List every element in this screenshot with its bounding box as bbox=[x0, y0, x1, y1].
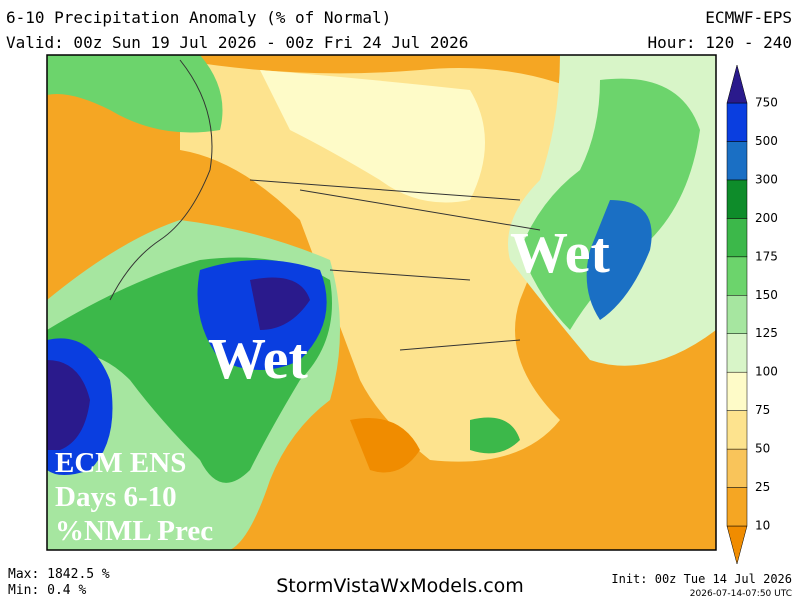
colorbar-extend bbox=[726, 64, 748, 104]
map-label: %NML Prec bbox=[55, 515, 213, 547]
colorbar-label: 150 bbox=[755, 288, 778, 302]
colorbar-label: 100 bbox=[755, 365, 778, 379]
colorbar-extend bbox=[726, 525, 748, 565]
site: StormVistaWxModels.com bbox=[276, 575, 524, 597]
colorbar-box bbox=[726, 102, 748, 142]
colorbar-label: 50 bbox=[755, 442, 770, 456]
colorbar-label: 175 bbox=[755, 249, 778, 263]
colorbar: 10 25 50 75 100 125 150 175 200 300 500 750 bbox=[726, 64, 778, 565]
model: ECMWF-EPS bbox=[705, 8, 792, 27]
colorbar-box bbox=[726, 371, 748, 411]
hour: Hour: 120 - 240 bbox=[648, 33, 793, 52]
colorbar-label: 200 bbox=[755, 211, 778, 225]
map-frame bbox=[46, 54, 717, 551]
colorbar-label: 25 bbox=[755, 480, 770, 494]
colorbar-label: 125 bbox=[755, 326, 778, 340]
colorbar-box bbox=[726, 218, 748, 258]
colorbar-box bbox=[726, 295, 748, 334]
max: Max: 1842.5 % bbox=[8, 567, 110, 582]
title: 6-10 Precipitation Anomaly (% of Normal) bbox=[6, 8, 391, 27]
annotation: Wet bbox=[510, 220, 611, 285]
colorbar-label: 750 bbox=[755, 96, 778, 110]
colorbar-box bbox=[726, 333, 748, 373]
colorbar-label: 75 bbox=[755, 403, 770, 417]
colorbar-box bbox=[726, 179, 748, 219]
colorbar-label: 300 bbox=[755, 172, 778, 186]
map-label: ECM ENS bbox=[55, 447, 186, 479]
valid: Valid: 00z Sun 19 Jul 2026 - 00z Fri 24 … bbox=[6, 33, 468, 52]
stamp: 2026-07-14-07:50 UTC bbox=[690, 589, 792, 599]
annotation: Wet bbox=[208, 326, 309, 391]
colorbar-label: 500 bbox=[755, 134, 778, 148]
colorbar-box bbox=[726, 256, 748, 296]
map-label: Days 6-10 bbox=[55, 481, 177, 513]
colorbar-label: 10 bbox=[755, 519, 770, 533]
min: Min: 0.4 % bbox=[8, 583, 86, 598]
colorbar-box bbox=[726, 141, 748, 181]
colorbar-box bbox=[726, 448, 748, 488]
map: Wet Wet ECM ENS Days 6-10 %NML Prec bbox=[47, 55, 716, 550]
colorbar-box bbox=[726, 487, 748, 527]
init: Init: 00z Tue 14 Jul 2026 bbox=[611, 572, 792, 586]
colorbar-box bbox=[726, 410, 748, 450]
